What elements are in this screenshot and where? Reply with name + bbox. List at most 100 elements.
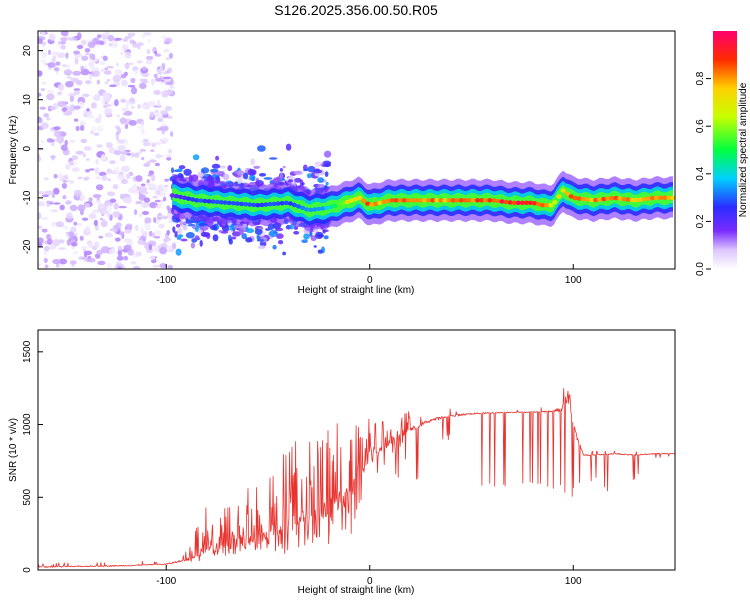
spectrogram-blob — [143, 142, 151, 147]
spectrogram-blob — [148, 183, 156, 189]
spectrogram-blob — [64, 178, 71, 182]
spectrogram-peak — [348, 198, 354, 203]
spectrogram-blob — [117, 266, 122, 269]
spectrogram-blob — [279, 172, 283, 180]
colorbar: 0.0 0.2 0.4 0.6 0.8 Normalized spectral ampl… — [695, 31, 749, 276]
spectrogram-blob — [70, 226, 77, 233]
spectrogram-y-tick-label: -20 — [22, 239, 33, 254]
spectrogram-blob — [135, 224, 139, 232]
spectrogram-blob — [46, 117, 51, 121]
spectrogram-blob — [155, 155, 164, 158]
spectrogram-x-ticks: -100 0 100 — [156, 264, 582, 286]
spectrogram-blob — [160, 109, 169, 115]
spectrogram-peak — [263, 202, 269, 207]
spectrogram-blob — [322, 163, 331, 168]
spectrogram-blob — [140, 183, 146, 187]
spectrogram-blob — [200, 231, 210, 238]
spectrogram-blob — [40, 51, 48, 59]
spectrogram-blob — [212, 234, 219, 242]
spectrogram-peak — [214, 199, 220, 205]
spectrogram-blob — [51, 193, 56, 198]
spectrogram-blob — [125, 173, 131, 179]
spectrogram-blob — [79, 235, 84, 241]
snr-y-tick-label: 0 — [22, 567, 33, 573]
spectrogram-blob — [44, 245, 50, 252]
spectrogram-blob — [124, 35, 132, 40]
spectrogram-blob — [101, 246, 110, 254]
spectrogram-blob — [136, 60, 143, 64]
spectrogram-blob — [114, 167, 120, 173]
spectrogram-blob — [38, 155, 42, 163]
spectrogram-blob — [250, 158, 255, 166]
spectrogram-peak — [576, 196, 582, 201]
spectrogram-blob — [98, 235, 104, 239]
spectrogram-blob — [306, 173, 312, 179]
spectrogram-y-tick-label: 0 — [22, 146, 33, 152]
spectrogram-blob — [170, 85, 174, 89]
spectrogram-blob — [142, 32, 152, 36]
spectrogram-blob — [165, 81, 173, 85]
spectrogram-blob — [40, 59, 47, 64]
spectrogram-blob — [258, 173, 267, 177]
spectrogram-blob — [83, 250, 93, 256]
spectrogram-x-tick-label: 0 — [367, 275, 373, 286]
spectrogram-blob — [90, 67, 100, 71]
spectrogram-peak — [173, 194, 179, 199]
spectrogram-peak — [658, 195, 664, 200]
spectrogram-blob — [72, 250, 79, 255]
spectrogram-blob — [159, 263, 167, 269]
spectrogram-blob — [120, 51, 124, 56]
spectrogram-blob — [57, 91, 63, 96]
spectrogram-blob — [127, 248, 134, 256]
spectrogram-blob — [44, 190, 54, 196]
spectrogram-blob — [130, 152, 135, 158]
spectrogram-blob — [159, 202, 163, 207]
spectrogram-blob — [105, 200, 111, 204]
spectrogram-blob — [68, 92, 77, 97]
spectrogram-blob — [79, 197, 84, 202]
spectrogram-blob — [114, 99, 119, 107]
spectrogram-blob — [116, 114, 121, 118]
spectrogram-blob — [171, 242, 177, 250]
snr-y-tick-label: 1000 — [22, 413, 33, 436]
spectrogram-blob — [220, 230, 229, 234]
spectrogram-peak — [332, 203, 338, 208]
spectrogram-peak — [540, 203, 546, 208]
spectrogram-blob — [153, 236, 161, 239]
spectrogram-blob — [151, 232, 156, 238]
spectrogram-blob — [139, 148, 147, 152]
spectrogram-peak — [210, 199, 216, 204]
spectrogram-blob — [63, 111, 72, 116]
spectrogram-blob — [161, 34, 167, 39]
spectrogram-blob — [70, 162, 74, 165]
spectrogram-peak — [507, 200, 513, 205]
spectrogram-peak — [190, 197, 196, 202]
spectrogram-peak — [548, 203, 554, 208]
spectrogram-blob — [103, 70, 112, 75]
spectrogram-peak — [300, 205, 306, 211]
spectrogram-peak — [593, 197, 599, 203]
spectrogram-peak — [202, 198, 208, 204]
spectrogram-blob — [62, 64, 67, 68]
spectrogram-peak — [267, 202, 273, 207]
spectrogram-blob — [100, 217, 103, 221]
spectrogram-blob — [60, 144, 68, 151]
spectrogram-blob — [155, 77, 163, 82]
spectrogram-blob — [96, 79, 100, 85]
spectrogram-blob — [109, 198, 117, 203]
spectrogram-blob — [107, 191, 115, 197]
spectrogram-blob — [68, 37, 77, 41]
spectrogram-blob — [93, 209, 99, 213]
spectrogram-blob — [94, 200, 102, 204]
spectrogram-blob — [108, 160, 116, 165]
spectrogram-blob — [163, 48, 170, 53]
spectrogram-blob — [43, 113, 49, 118]
spectrogram-peak — [527, 200, 534, 205]
spectrogram-blob — [57, 84, 64, 90]
spectrogram-blob — [41, 81, 47, 85]
spectrogram-blob — [158, 223, 165, 229]
spectrogram-blob — [77, 204, 86, 212]
spectrogram-blob — [141, 211, 150, 215]
colorbar-tick-label: 0.8 — [695, 71, 706, 85]
